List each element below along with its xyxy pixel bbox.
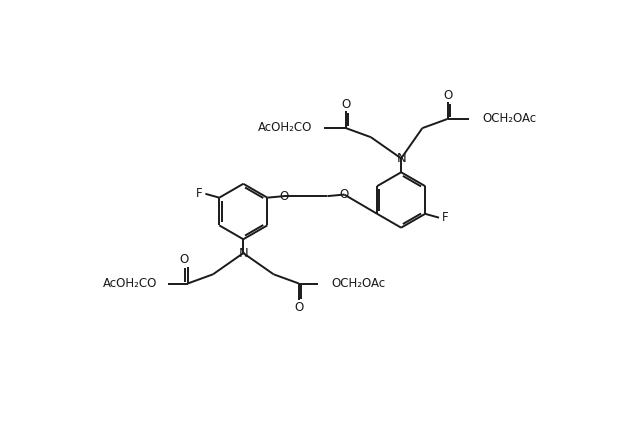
Text: N: N <box>239 247 248 260</box>
Text: O: O <box>341 98 350 111</box>
Text: AcOH₂CO: AcOH₂CO <box>103 277 157 290</box>
Text: F: F <box>442 211 449 224</box>
Text: O: O <box>443 89 452 102</box>
Text: OCH₂OAc: OCH₂OAc <box>331 277 385 290</box>
Text: O: O <box>179 253 188 266</box>
Text: N: N <box>396 152 406 165</box>
Text: OCH₂OAc: OCH₂OAc <box>482 113 536 125</box>
Text: F: F <box>196 187 203 200</box>
Text: AcOH₂CO: AcOH₂CO <box>259 122 313 134</box>
Text: O: O <box>340 188 349 201</box>
Text: O: O <box>294 301 303 314</box>
Text: O: O <box>280 190 289 202</box>
